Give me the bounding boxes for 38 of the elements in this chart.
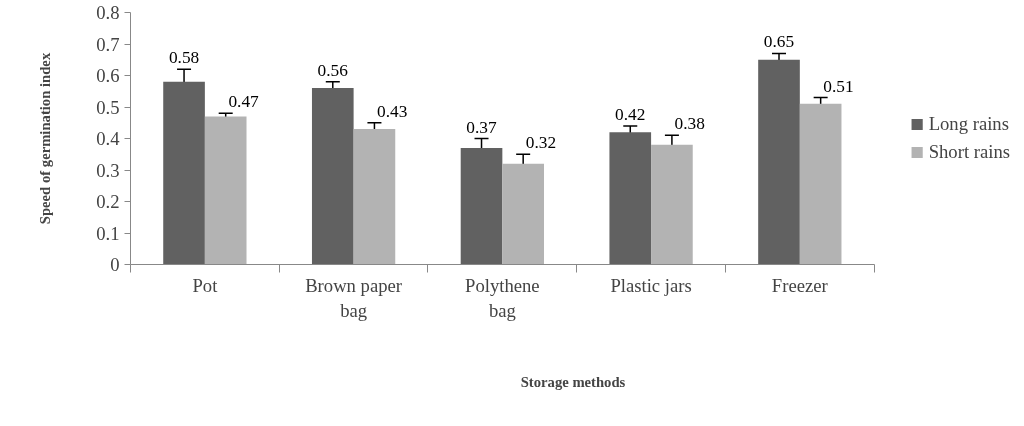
data-label: 0.37 — [466, 117, 498, 137]
bar — [163, 81, 205, 265]
bar — [651, 144, 693, 265]
bar — [311, 88, 354, 265]
data-label: 0.42 — [615, 104, 646, 124]
bar — [609, 132, 652, 265]
data-label: 0.56 — [317, 60, 349, 80]
y-tick-label: 0.7 — [96, 33, 120, 55]
bar — [204, 116, 247, 265]
y-tick-label: 0.4 — [96, 128, 121, 149]
y-tick-label: 0.1 — [96, 222, 120, 244]
data-label: 0.51 — [823, 76, 854, 96]
bar — [460, 147, 503, 265]
x-tick-label: Plastic jars — [610, 274, 692, 296]
x-tick-label: Brown paper bag — [305, 274, 403, 321]
bar — [353, 129, 396, 265]
bar — [758, 59, 800, 265]
bar — [799, 103, 842, 265]
legend-label: Short rains — [928, 141, 1010, 163]
x-tick-label: Polythene bag — [465, 274, 540, 321]
data-label: 0.32 — [525, 133, 557, 153]
legend-label: Long rains — [928, 113, 1009, 135]
y-tick-label: 0.2 — [96, 191, 120, 212]
y-tick-label: 0.8 — [96, 2, 120, 23]
data-label: 0.47 — [228, 92, 260, 112]
data-label: 0.38 — [674, 114, 705, 134]
bar — [502, 163, 544, 265]
x-tick-label: Freezer — [771, 274, 829, 296]
x-axis-title: Storage methods — [520, 373, 626, 390]
y-tick-label: 0.3 — [96, 159, 120, 181]
x-tick-label: Pot — [192, 274, 219, 296]
y-tick-label: 0.6 — [96, 65, 120, 86]
data-label: 0.58 — [168, 48, 200, 68]
y-tick-label: 0.5 — [96, 96, 120, 118]
data-label: 0.43 — [377, 101, 408, 121]
data-label: 0.65 — [763, 32, 795, 52]
y-axis-title: Speed of germination index — [37, 52, 54, 225]
y-tick-label: 0 — [110, 254, 120, 275]
